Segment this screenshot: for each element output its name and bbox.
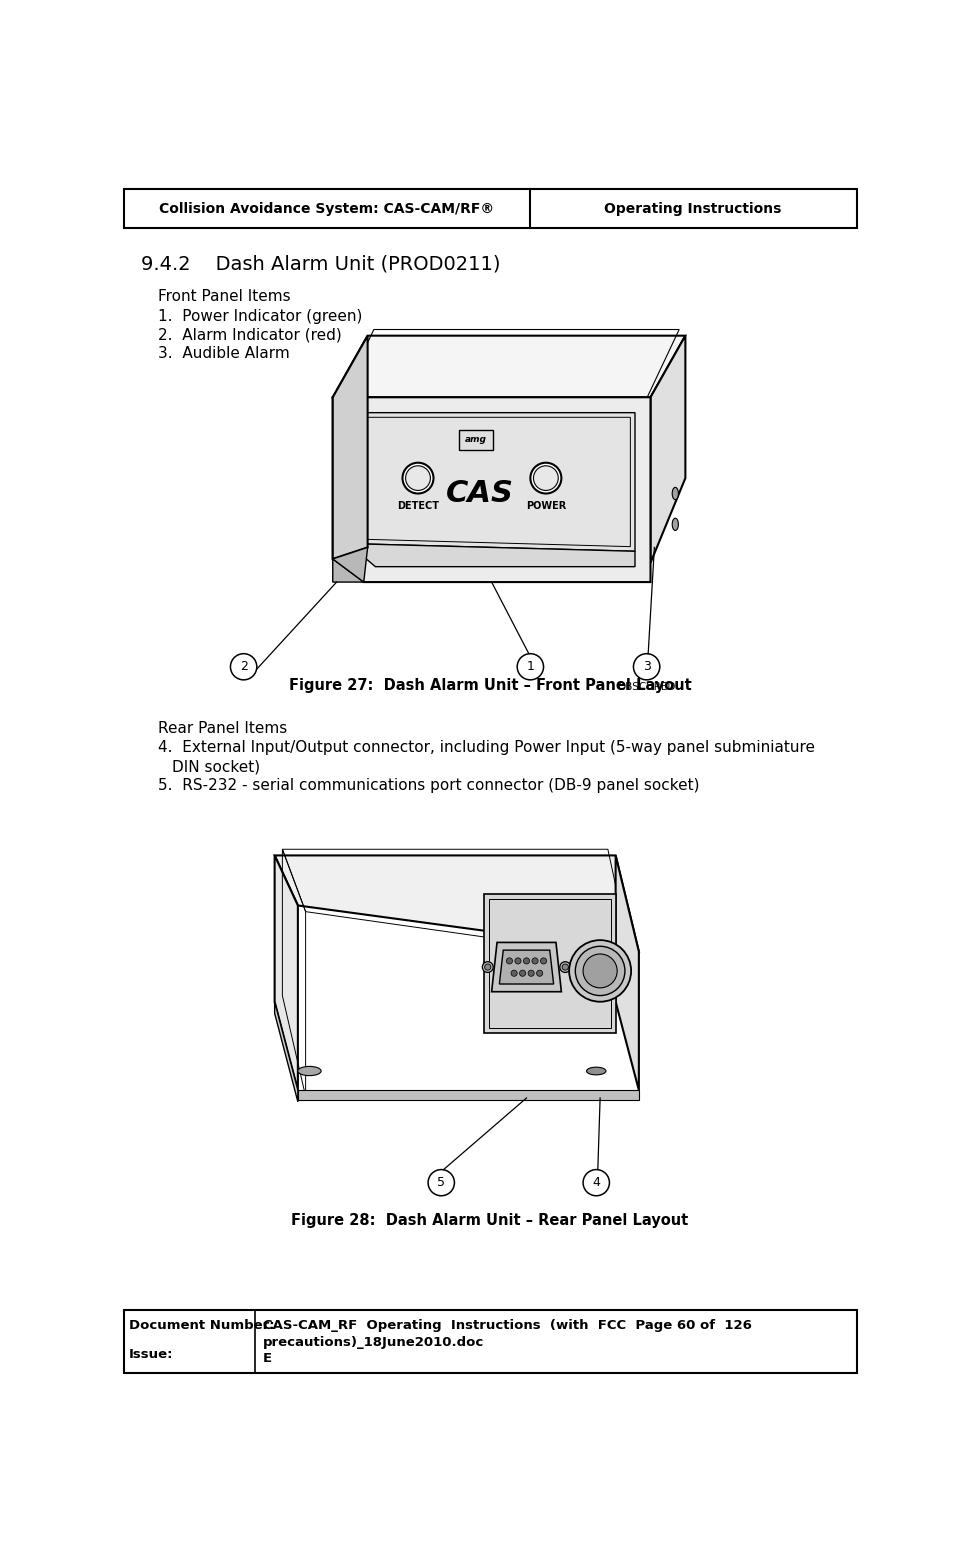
Polygon shape xyxy=(298,1090,639,1099)
Polygon shape xyxy=(333,397,651,583)
Text: amg: amg xyxy=(465,434,487,444)
Text: E: E xyxy=(263,1353,272,1365)
Circle shape xyxy=(231,654,256,680)
Text: Figure 27:  Dash Alarm Unit – Front Panel Layout: Figure 27: Dash Alarm Unit – Front Panel… xyxy=(289,679,692,693)
Text: Issue:: Issue: xyxy=(129,1348,173,1360)
Circle shape xyxy=(560,962,570,972)
Polygon shape xyxy=(275,855,298,1090)
Circle shape xyxy=(406,465,431,490)
Text: 2: 2 xyxy=(239,660,248,673)
Circle shape xyxy=(520,971,525,977)
Polygon shape xyxy=(275,1002,298,1102)
Text: Document Number:: Document Number: xyxy=(129,1319,275,1333)
Polygon shape xyxy=(333,560,364,583)
Polygon shape xyxy=(333,335,367,560)
Text: 4: 4 xyxy=(592,1177,600,1189)
Ellipse shape xyxy=(298,1067,322,1076)
Polygon shape xyxy=(275,855,639,952)
Circle shape xyxy=(533,465,558,490)
Text: DIN socket): DIN socket) xyxy=(172,759,260,775)
Circle shape xyxy=(634,654,659,680)
Text: 1: 1 xyxy=(526,660,534,673)
Text: POWER: POWER xyxy=(525,501,566,512)
Circle shape xyxy=(428,1170,455,1195)
Text: OBSCURED: OBSCURED xyxy=(617,682,676,693)
Text: 5.  RS-232 - serial communications port connector (DB-9 panel socket): 5. RS-232 - serial communications port c… xyxy=(158,779,700,793)
Polygon shape xyxy=(348,413,635,552)
Circle shape xyxy=(482,962,493,972)
Text: CAS: CAS xyxy=(446,479,514,509)
Polygon shape xyxy=(492,943,562,991)
Ellipse shape xyxy=(587,1067,606,1074)
Polygon shape xyxy=(348,544,635,567)
Circle shape xyxy=(403,462,434,493)
Polygon shape xyxy=(500,951,554,983)
Text: 9.4.2    Dash Alarm Unit (PROD0211): 9.4.2 Dash Alarm Unit (PROD0211) xyxy=(142,255,501,274)
Text: 5: 5 xyxy=(437,1177,445,1189)
Circle shape xyxy=(511,971,517,977)
Circle shape xyxy=(530,462,562,493)
Polygon shape xyxy=(615,855,639,1090)
Text: 1.  Power Indicator (green): 1. Power Indicator (green) xyxy=(158,309,363,323)
Text: Rear Panel Items: Rear Panel Items xyxy=(158,720,288,736)
Ellipse shape xyxy=(672,518,679,530)
FancyBboxPatch shape xyxy=(123,189,857,227)
Circle shape xyxy=(515,959,521,965)
Text: 2.  Alarm Indicator (red): 2. Alarm Indicator (red) xyxy=(158,328,342,342)
Polygon shape xyxy=(333,547,367,583)
Circle shape xyxy=(528,971,534,977)
Text: Collision Avoidance System: CAS-CAM/RF®: Collision Avoidance System: CAS-CAM/RF® xyxy=(159,201,494,215)
Text: DETECT: DETECT xyxy=(397,501,439,512)
Ellipse shape xyxy=(672,487,679,499)
Circle shape xyxy=(532,959,538,965)
Text: precautions)_18June2010.doc: precautions)_18June2010.doc xyxy=(263,1336,484,1350)
Text: Operating Instructions: Operating Instructions xyxy=(605,201,782,215)
Polygon shape xyxy=(333,335,685,397)
Text: 3.  Audible Alarm: 3. Audible Alarm xyxy=(158,346,290,360)
Circle shape xyxy=(517,654,544,680)
Circle shape xyxy=(537,971,543,977)
Circle shape xyxy=(575,946,625,996)
Circle shape xyxy=(569,940,631,1002)
Text: 4.  External Input/Output connector, including Power Input (5-way panel subminia: 4. External Input/Output connector, incl… xyxy=(158,741,815,754)
FancyBboxPatch shape xyxy=(459,430,493,450)
Polygon shape xyxy=(484,894,615,1033)
Circle shape xyxy=(583,1170,610,1195)
Circle shape xyxy=(506,959,513,965)
Polygon shape xyxy=(651,335,685,563)
FancyBboxPatch shape xyxy=(123,1309,857,1373)
Circle shape xyxy=(541,959,546,965)
Text: Figure 28:  Dash Alarm Unit – Rear Panel Layout: Figure 28: Dash Alarm Unit – Rear Panel … xyxy=(292,1214,689,1229)
Text: Front Panel Items: Front Panel Items xyxy=(158,289,291,305)
Text: CAS-CAM_RF  Operating  Instructions  (with  FCC  Page 60 of  126: CAS-CAM_RF Operating Instructions (with … xyxy=(263,1319,752,1333)
Circle shape xyxy=(484,965,491,971)
Circle shape xyxy=(562,965,568,971)
Text: 3: 3 xyxy=(643,660,651,673)
Circle shape xyxy=(523,959,529,965)
Circle shape xyxy=(583,954,617,988)
